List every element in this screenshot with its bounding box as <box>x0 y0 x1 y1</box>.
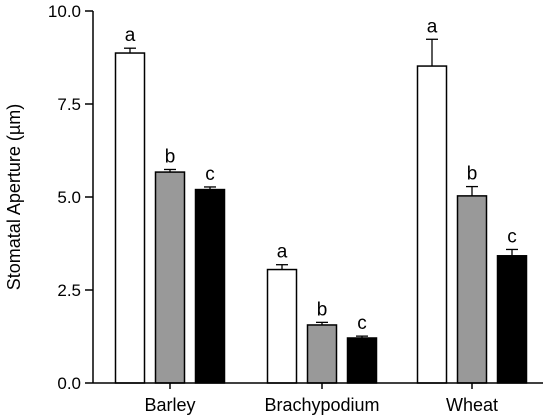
bar <box>266 268 298 384</box>
bar <box>154 171 186 384</box>
x-tick-label: Wheat <box>446 395 498 415</box>
bars: a b c a b c a b c <box>114 16 528 384</box>
significance-label: b <box>317 299 328 320</box>
significance-label: a <box>277 242 288 263</box>
bar <box>496 255 528 384</box>
y-axis-ticks: 0.0 2.5 5.0 7.5 10.0 <box>48 2 93 393</box>
y-tick-label: 0.0 <box>57 374 81 393</box>
y-tick-label: 2.5 <box>57 281 81 300</box>
y-axis-label: Stomatal Aperture (µm) <box>4 104 24 290</box>
x-axis-ticks: Barley Brachypodium Wheat <box>144 383 498 415</box>
bar <box>456 195 488 384</box>
y-tick-label: 5.0 <box>57 188 81 207</box>
bar <box>416 65 448 384</box>
significance-label: b <box>467 164 478 185</box>
significance-label: c <box>357 313 367 334</box>
bar <box>194 188 226 384</box>
significance-label: a <box>427 16 438 37</box>
bar <box>346 337 378 384</box>
x-tick-label: Brachypodium <box>264 395 379 415</box>
significance-label: c <box>205 164 215 185</box>
bar <box>306 324 338 384</box>
y-tick-label: 7.5 <box>57 95 81 114</box>
significance-label: a <box>125 25 136 46</box>
bar <box>114 52 146 384</box>
significance-label: c <box>507 226 517 247</box>
y-tick-label: 10.0 <box>48 2 81 21</box>
x-tick-label: Barley <box>144 395 195 415</box>
significance-label: b <box>165 146 176 167</box>
